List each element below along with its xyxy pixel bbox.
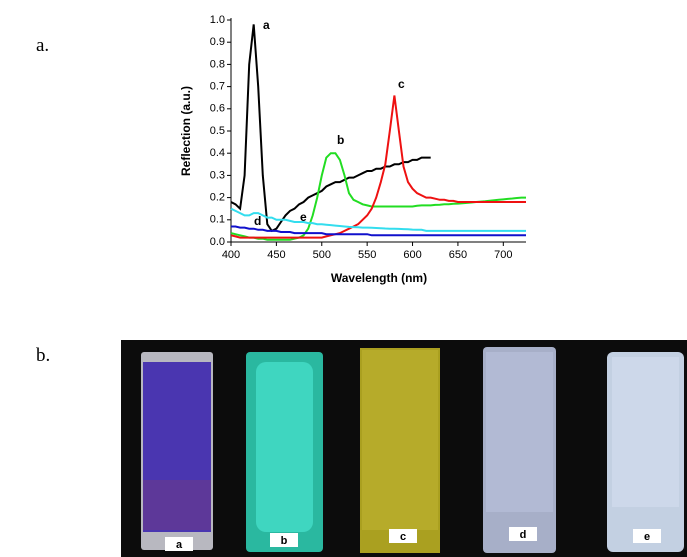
photo-label: e <box>644 531 650 543</box>
y-tick-label: 0.1 <box>210 214 225 226</box>
panel-label: a. <box>36 35 49 56</box>
line-series <box>231 209 526 231</box>
y-tick-label: 0.2 <box>210 192 225 204</box>
y-tick-label: 1.0 <box>210 14 225 26</box>
photo-label: c <box>400 531 406 543</box>
curve-label: b <box>337 133 344 147</box>
x-tick-label: 650 <box>449 249 467 261</box>
x-tick-label: 550 <box>358 249 376 261</box>
curve-label: c <box>398 77 405 91</box>
line-series <box>231 153 526 240</box>
curve-label: a <box>263 18 270 32</box>
curve-label: d <box>254 214 261 228</box>
y-tick-label: 0.0 <box>210 236 225 248</box>
page: a. b. Wavelength (nm) Reflection (a.u.) … <box>0 0 687 557</box>
x-tick-label: 400 <box>222 249 240 261</box>
y-tick-label: 0.4 <box>210 147 225 159</box>
figure: a. b. Wavelength (nm) Reflection (a.u.) … <box>0 0 687 557</box>
y-tick-label: 0.8 <box>210 58 225 70</box>
x-tick-label: 500 <box>313 249 331 261</box>
x-tick-label: 700 <box>494 249 512 261</box>
y-tick-label: 0.9 <box>210 36 225 48</box>
line-series <box>231 96 526 238</box>
y-tick-label: 0.7 <box>210 81 225 93</box>
curve-label: e <box>300 210 307 224</box>
photo-label: a <box>176 539 183 551</box>
x-tick-label: 600 <box>403 249 421 261</box>
y-tick-label: 0.5 <box>210 125 225 137</box>
photo-label: b <box>281 535 288 547</box>
y-axis-title: Reflection (a.u.) <box>179 86 193 176</box>
x-tick-label: 450 <box>267 249 285 261</box>
x-axis-title: Wavelength (nm) <box>331 271 427 285</box>
y-tick-label: 0.3 <box>210 169 225 181</box>
photo-label: d <box>520 529 527 541</box>
y-tick-label: 0.6 <box>210 103 225 115</box>
photo-panel <box>121 340 687 557</box>
panel-label: b. <box>36 345 50 366</box>
line-series <box>231 24 431 231</box>
